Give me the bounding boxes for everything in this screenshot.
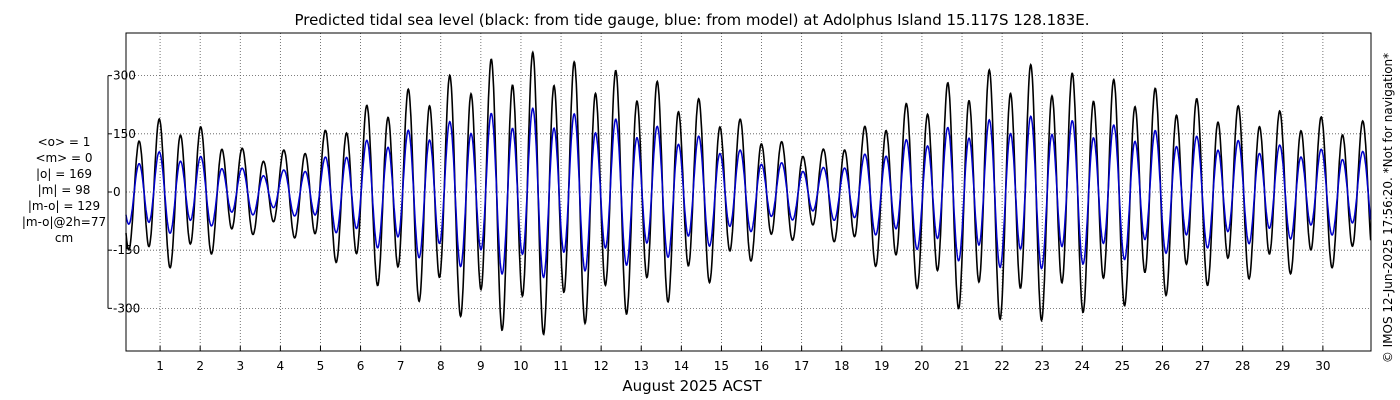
series-line-tide-gauge [125, 50, 1372, 336]
x-tick-label: 15 [714, 359, 729, 373]
x-tick-label: 21 [954, 359, 969, 373]
x-tick-label: 29 [1275, 359, 1290, 373]
stat-line: |m-o|@2h=77 [22, 215, 106, 229]
x-tick-label: 16 [754, 359, 769, 373]
x-tick-label: 13 [634, 359, 649, 373]
x-tick-label: 4 [277, 359, 285, 373]
x-tick-label: 30 [1315, 359, 1330, 373]
plot-frame [125, 32, 1372, 352]
y-tick-label: -300 [113, 301, 140, 315]
x-tick-label: 25 [1115, 359, 1130, 373]
x-axis: 1 2 3 4 5 6 7 8 9 10 11 12 13 14 15 16 17 18 19 20 21 22 23 24 2… [156, 346, 1331, 373]
x-tick-label: 3 [236, 359, 244, 373]
y-tick-label: 150 [113, 127, 136, 141]
stat-line: <o> = 1 [38, 135, 91, 149]
statistics-box: <o> = 1 <m> = 0 |o| = 169 |m| = 98 |m-o| = 1… [22, 135, 106, 245]
x-tick-label: 19 [874, 359, 889, 373]
x-tick-label: 26 [1155, 359, 1170, 373]
credit-text: © IMOS 12-Jun-2025 17:56:20. *Not for na… [1381, 53, 1395, 363]
x-tick-label: 18 [834, 359, 849, 373]
x-tick-label: 28 [1235, 359, 1250, 373]
x-tick-label: 6 [357, 359, 365, 373]
x-tick-label: 10 [513, 359, 528, 373]
y-tick-label: 300 [113, 69, 136, 83]
x-tick-label: 22 [994, 359, 1009, 373]
grid [126, 33, 1371, 351]
y-tick-label: 0 [113, 185, 121, 199]
x-tick-label: 23 [1035, 359, 1050, 373]
series-line-model [125, 106, 1372, 279]
x-tick-label: 27 [1195, 359, 1210, 373]
chart-title: Predicted tidal sea level (black: from t… [294, 11, 1089, 29]
x-tick-label: 1 [156, 359, 164, 373]
x-tick-label: 7 [397, 359, 405, 373]
stat-line: |m| = 98 [38, 183, 91, 197]
series-layer [125, 50, 1372, 336]
x-tick-label: 5 [317, 359, 325, 373]
stat-line: cm [55, 231, 73, 245]
x-tick-label: 11 [553, 359, 568, 373]
x-tick-label: 9 [477, 359, 485, 373]
x-tick-label: 12 [594, 359, 609, 373]
stat-line: <m> = 0 [35, 151, 92, 165]
y-axis: 300 150 0 -150 -300 [107, 69, 140, 315]
x-tick-label: 24 [1075, 359, 1090, 373]
x-tick-label: 20 [914, 359, 929, 373]
stat-line: |o| = 169 [36, 167, 92, 181]
y-tick-label: -150 [113, 243, 140, 257]
x-tick-label: 8 [437, 359, 445, 373]
x-axis-label: August 2025 ACST [622, 377, 762, 395]
x-tick-label: 2 [196, 359, 204, 373]
x-tick-label: 17 [794, 359, 809, 373]
x-tick-label: 14 [674, 359, 689, 373]
stat-line: |m-o| = 129 [28, 199, 100, 213]
